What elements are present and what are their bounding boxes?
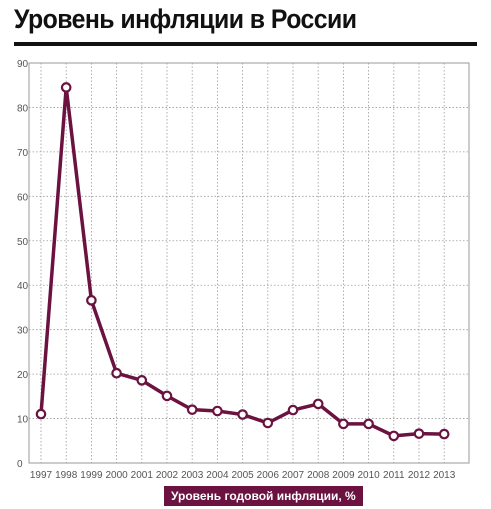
x-tick-label: 2007 [282, 470, 305, 481]
x-tick-label: 2006 [257, 470, 280, 481]
x-tick-label: 2004 [206, 470, 229, 481]
chart-title: Уровень инфляции в России [14, 4, 357, 34]
x-tick-label: 2012 [408, 470, 431, 481]
data-point [262, 417, 274, 429]
legend-series-label: Уровень годовой инфляции, % [164, 486, 363, 506]
data-point [388, 430, 400, 442]
data-point [287, 404, 299, 416]
x-tick-label: 1999 [80, 470, 103, 481]
y-tick-label: 30 [17, 326, 29, 337]
y-tick-label: 40 [17, 281, 29, 292]
x-tick-label: 2005 [231, 470, 254, 481]
x-tick-label: 2001 [131, 470, 154, 481]
data-point [212, 405, 223, 417]
data-point [161, 390, 173, 402]
data-point [338, 418, 349, 430]
data-point [237, 409, 248, 420]
y-tick-label: 80 [17, 103, 29, 114]
x-axis-ticks: 1997 1998 1999 2000 2001 2002 2003 2004 2005 2006… [30, 470, 456, 481]
x-tick-label: 2000 [105, 470, 128, 481]
data-point [186, 404, 198, 415]
data-point [60, 82, 72, 93]
data-point [413, 428, 425, 439]
x-tick-label: 1997 [30, 470, 53, 481]
data-point [136, 375, 148, 386]
data-point [312, 398, 324, 410]
plot-frame [28, 62, 470, 464]
y-tick-label: 20 [17, 370, 29, 381]
title-underline [14, 42, 477, 46]
y-tick-label: 50 [17, 237, 29, 248]
grid [28, 62, 470, 464]
y-tick-label: 0 [17, 459, 23, 470]
x-tick-label: 2003 [181, 470, 204, 481]
y-tick-label: 90 [17, 59, 29, 70]
data-point [438, 428, 450, 440]
x-tick-label: 2013 [433, 470, 456, 481]
y-tick-label: 10 [17, 415, 29, 426]
x-tick-label: 2008 [307, 470, 330, 481]
data-point [86, 295, 97, 306]
data-point [35, 408, 47, 420]
x-tick-label: 2002 [156, 470, 179, 481]
x-tick-label: 1998 [55, 470, 78, 481]
y-tick-label: 70 [17, 148, 29, 159]
series [35, 82, 450, 442]
y-tick-label: 60 [17, 192, 29, 203]
data-point [363, 418, 374, 430]
data-point [111, 367, 122, 379]
x-tick-label: 2010 [357, 470, 380, 481]
y-axis-ticks: 0 10 20 30 40 50 60 70 80 90 [17, 59, 29, 470]
series-line [39, 85, 446, 438]
x-tick-label: 2011 [383, 470, 405, 481]
x-tick-label: 2009 [332, 470, 355, 481]
